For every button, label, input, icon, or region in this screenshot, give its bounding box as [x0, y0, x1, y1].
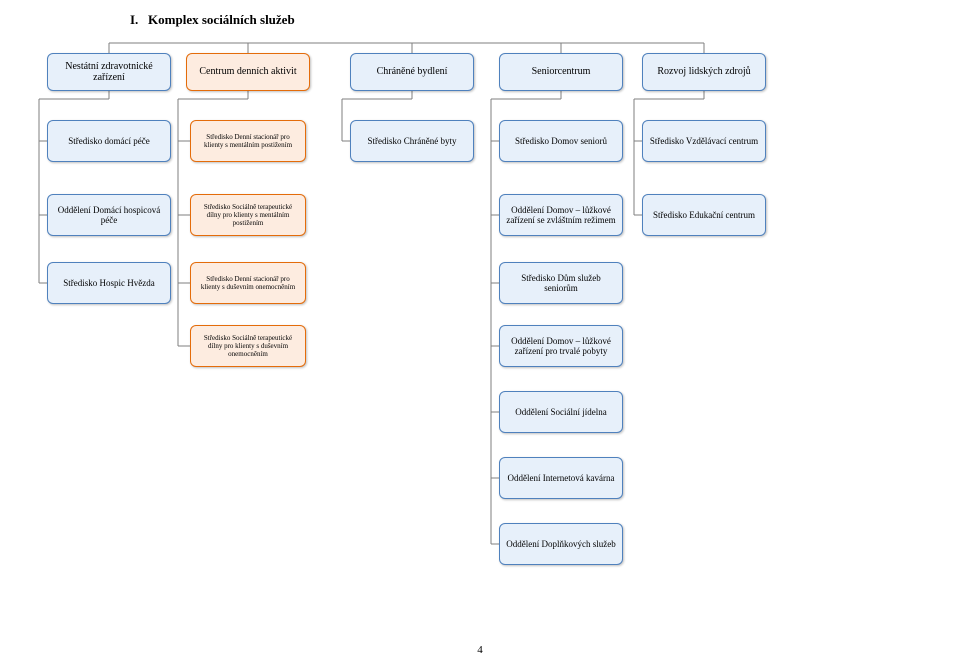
org-node: Středisko Vzdělávací centrum	[642, 120, 766, 162]
org-node: Středisko Dům služeb seniorům	[499, 262, 623, 304]
org-node: Oddělení Domov – lůžkové zařízení pro tr…	[499, 325, 623, 367]
org-node: Oddělení Domov – lůžkové zařízení se zvl…	[499, 194, 623, 236]
org-node: Středisko Domov seniorů	[499, 120, 623, 162]
page-title: I. Komplex sociálních služeb	[130, 12, 295, 28]
org-node: Oddělení Doplňkových služeb	[499, 523, 623, 565]
org-node: Středisko Hospic Hvězda	[47, 262, 171, 304]
org-node: Seniorcentrum	[499, 53, 623, 91]
org-node: Oddělení Domácí hospicová péče	[47, 194, 171, 236]
org-node: Centrum denních aktivit	[186, 53, 310, 91]
org-node: Středisko Sociálně terapeutické dílny pr…	[190, 325, 306, 367]
org-node: Středisko Chráněné byty	[350, 120, 474, 162]
org-node: Oddělení Internetová kavárna	[499, 457, 623, 499]
org-node: Středisko Edukační centrum	[642, 194, 766, 236]
org-node: Středisko Denní stacionář pro klienty s …	[190, 120, 306, 162]
org-node: Středisko domácí péče	[47, 120, 171, 162]
org-node: Nestátní zdravotnické zařízení	[47, 53, 171, 91]
org-node: Chráněné bydlení	[350, 53, 474, 91]
page-number: 4	[477, 644, 483, 656]
connector-layer	[0, 0, 960, 660]
org-node: Středisko Sociálně terapeutické dílny pr…	[190, 194, 306, 236]
org-node: Oddělení Sociální jídelna	[499, 391, 623, 433]
org-node: Středisko Denní stacionář pro klienty s …	[190, 262, 306, 304]
org-node: Rozvoj lidských zdrojů	[642, 53, 766, 91]
